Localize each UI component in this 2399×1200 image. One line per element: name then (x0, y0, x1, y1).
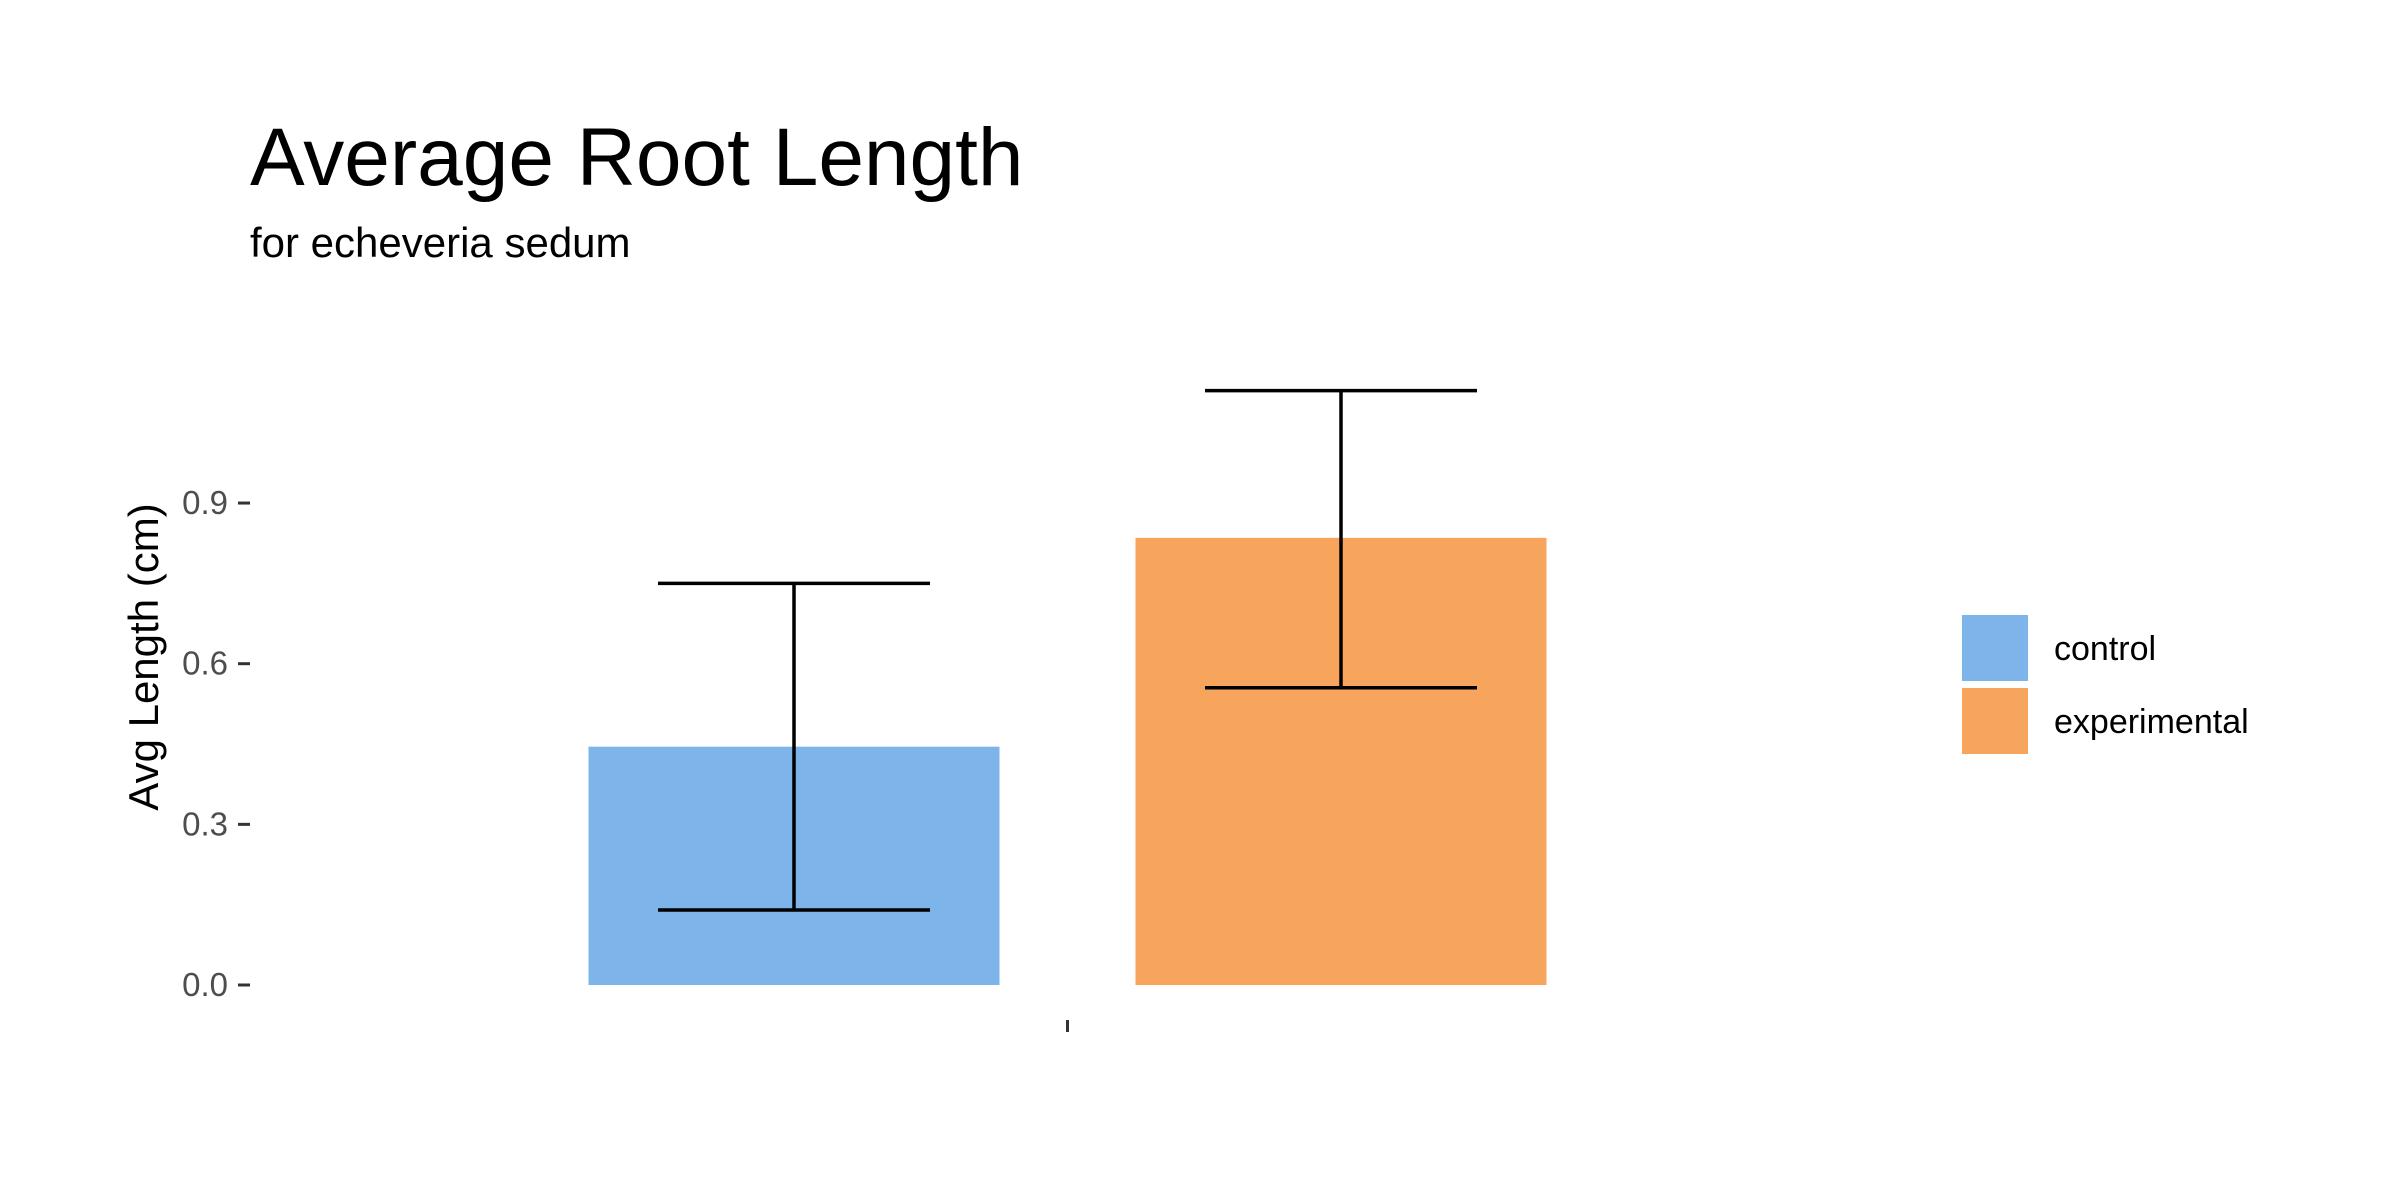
bars (588, 537, 1547, 985)
legend-label-control: control (2054, 630, 2156, 668)
y-axis: 0.0 0.3 0.6 0.9 (182, 484, 250, 1003)
legend-label-experimental: experimental (2054, 703, 2249, 741)
error-bars (658, 388, 1477, 912)
chart-title: Average Root Length (250, 112, 1024, 203)
y-axis-label: Avg Length (cm) (120, 503, 167, 810)
y-tick-label: 0.0 (182, 966, 228, 1003)
legend-swatch-control (1962, 615, 2028, 681)
y-tick-label: 0.3 (182, 805, 228, 842)
chart-subtitle: for echeveria sedum (250, 219, 631, 266)
y-tick-label: 0.6 (182, 645, 228, 682)
y-tick-label: 0.9 (182, 484, 228, 521)
legend-swatch-experimental (1962, 688, 2028, 754)
legend: control experimental (1962, 615, 2249, 754)
